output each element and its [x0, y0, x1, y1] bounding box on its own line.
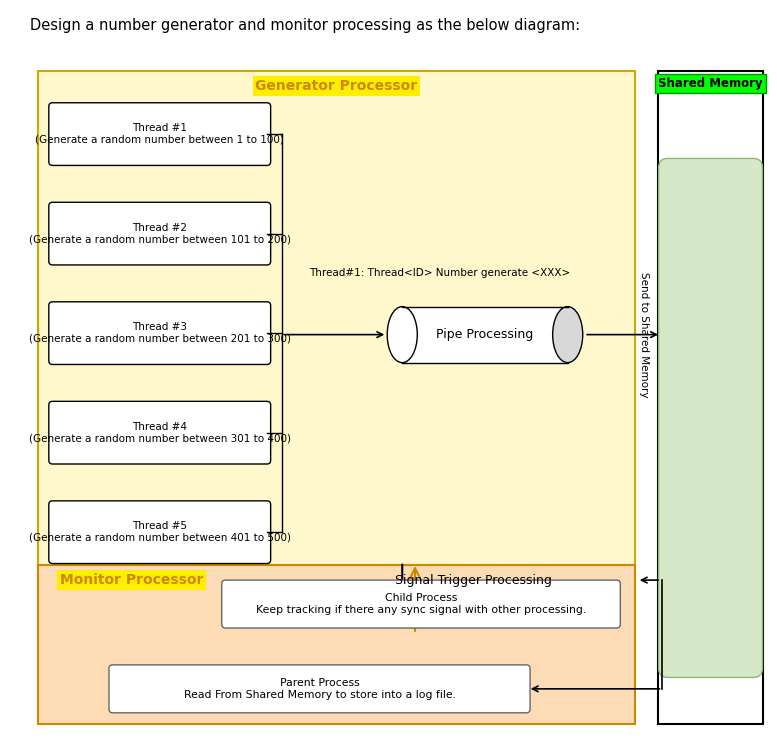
FancyBboxPatch shape	[49, 302, 270, 365]
FancyBboxPatch shape	[49, 103, 270, 166]
FancyBboxPatch shape	[658, 72, 763, 724]
Ellipse shape	[387, 306, 417, 363]
Text: Thread#1: Thread<ID> Number generate <XXX>: Thread#1: Thread<ID> Number generate <XX…	[309, 269, 570, 278]
Text: Pipe Processing: Pipe Processing	[437, 328, 534, 341]
Text: Design a number generator and monitor processing as the below diagram:: Design a number generator and monitor pr…	[30, 18, 580, 33]
Bar	[402, 306, 568, 363]
Text: Thread #1
(Generate a random number between 1 to 100): Thread #1 (Generate a random number betw…	[35, 124, 284, 145]
FancyBboxPatch shape	[49, 501, 270, 564]
Text: Child Process
Keep tracking if there any sync signal with other processing.: Child Process Keep tracking if there any…	[256, 593, 586, 615]
FancyBboxPatch shape	[221, 580, 620, 628]
FancyBboxPatch shape	[49, 401, 270, 464]
Text: Thread #4
(Generate a random number between 301 to 400): Thread #4 (Generate a random number betw…	[29, 422, 291, 443]
FancyBboxPatch shape	[49, 202, 270, 265]
Text: Thread #5
(Generate a random number between 401 to 500): Thread #5 (Generate a random number betw…	[29, 522, 291, 543]
FancyBboxPatch shape	[659, 158, 762, 677]
Bar	[403, 308, 567, 361]
Text: Thread #3
(Generate a random number between 201 to 300): Thread #3 (Generate a random number betw…	[29, 323, 291, 344]
Text: Shared Memory: Shared Memory	[658, 77, 763, 90]
FancyBboxPatch shape	[37, 72, 636, 632]
Ellipse shape	[552, 306, 583, 363]
Text: Send to Shared Memory: Send to Shared Memory	[639, 272, 650, 397]
Text: Parent Process
Read From Shared Memory to store into a log file.: Parent Process Read From Shared Memory t…	[183, 678, 455, 699]
Text: Generator Processor: Generator Processor	[256, 78, 417, 92]
Text: Signal Trigger Processing: Signal Trigger Processing	[395, 574, 552, 587]
Text: Thread #2
(Generate a random number between 101 to 200): Thread #2 (Generate a random number betw…	[29, 223, 291, 244]
FancyBboxPatch shape	[109, 665, 530, 713]
Text: Monitor Processor: Monitor Processor	[60, 573, 204, 587]
FancyBboxPatch shape	[37, 565, 636, 724]
